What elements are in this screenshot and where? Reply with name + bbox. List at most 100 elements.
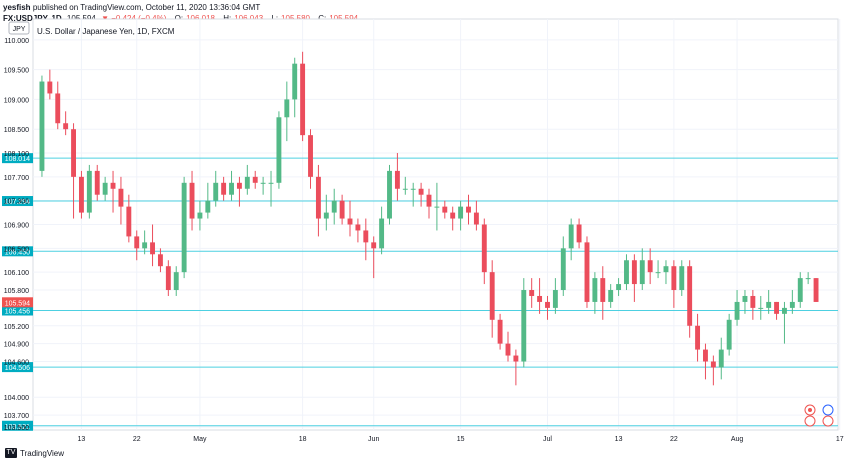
candle-body[interactable] — [402, 188, 408, 190]
candle[interactable] — [363, 218, 369, 261]
candle[interactable] — [47, 69, 53, 100]
candle-body[interactable] — [766, 301, 772, 308]
candle[interactable] — [86, 164, 92, 219]
candle[interactable] — [734, 290, 740, 326]
candle[interactable] — [813, 278, 819, 302]
candle-body[interactable] — [663, 266, 669, 273]
candle-body[interactable] — [639, 260, 645, 285]
candle[interactable] — [513, 349, 519, 386]
candle-body[interactable] — [355, 224, 361, 231]
candle-body[interactable] — [213, 182, 219, 201]
candle[interactable] — [774, 301, 780, 320]
candle[interactable] — [718, 337, 724, 380]
symbol-label[interactable]: FX:USDJPY, 1D — [3, 14, 62, 23]
candle-body[interactable] — [339, 200, 345, 219]
candle[interactable] — [600, 266, 606, 320]
candle[interactable] — [142, 230, 148, 255]
candle-body[interactable] — [774, 301, 780, 314]
candle[interactable] — [560, 236, 566, 296]
candle[interactable] — [710, 355, 716, 386]
candle-body[interactable] — [63, 123, 69, 130]
candle-body[interactable] — [197, 212, 203, 219]
candle[interactable] — [126, 194, 132, 243]
candle-body[interactable] — [181, 182, 187, 273]
candle-body[interactable] — [284, 99, 290, 118]
candle[interactable] — [244, 164, 250, 195]
candle-body[interactable] — [165, 266, 171, 291]
flag-icon[interactable] — [822, 404, 834, 416]
candle-body[interactable] — [173, 272, 179, 291]
candle[interactable] — [426, 188, 432, 219]
candle-body[interactable] — [426, 194, 432, 207]
candle-body[interactable] — [734, 301, 740, 320]
candle-body[interactable] — [560, 248, 566, 291]
candle-body[interactable] — [244, 176, 250, 189]
candle-body[interactable] — [379, 218, 385, 249]
candle[interactable] — [742, 290, 748, 314]
candle-body[interactable] — [110, 182, 116, 189]
candle[interactable] — [608, 284, 614, 308]
flag-icon[interactable] — [822, 415, 834, 427]
candle-body[interactable] — [276, 117, 282, 183]
candle[interactable] — [55, 81, 61, 130]
candle[interactable] — [695, 313, 701, 362]
candle[interactable] — [750, 290, 756, 320]
candle[interactable] — [110, 170, 116, 213]
candle[interactable] — [308, 129, 313, 189]
candle[interactable] — [371, 236, 377, 279]
candle[interactable] — [387, 164, 392, 225]
candle-body[interactable] — [86, 170, 92, 213]
candle-body[interactable] — [300, 63, 306, 136]
candle-body[interactable] — [387, 170, 392, 219]
candle-body[interactable] — [442, 206, 448, 213]
candle[interactable] — [655, 260, 661, 279]
candle-body[interactable] — [647, 260, 653, 273]
horizontal-lines[interactable]: 108.014 107.294 106.450 105.456 104.506 103.5… — [2, 153, 838, 431]
candle-body[interactable] — [671, 266, 677, 291]
candle-body[interactable] — [331, 200, 337, 213]
candle[interactable] — [671, 260, 677, 308]
candle-body[interactable] — [679, 266, 685, 291]
candle[interactable] — [726, 313, 732, 356]
candle[interactable] — [450, 206, 456, 231]
candle-body[interactable] — [521, 290, 527, 362]
candle-body[interactable] — [710, 361, 716, 368]
candle[interactable] — [434, 182, 440, 231]
candle[interactable] — [458, 200, 464, 231]
candle[interactable] — [221, 176, 227, 201]
candle[interactable] — [758, 295, 764, 320]
candle-body[interactable] — [189, 182, 195, 219]
candle-body[interactable] — [308, 135, 313, 177]
candle-body[interactable] — [55, 93, 61, 124]
candle-body[interactable] — [655, 272, 661, 274]
candle[interactable] — [78, 170, 84, 219]
candle-body[interactable] — [78, 176, 84, 213]
candle-body[interactable] — [236, 182, 242, 189]
candle[interactable] — [150, 224, 155, 267]
candle[interactable] — [679, 260, 685, 296]
candle[interactable] — [789, 290, 795, 314]
candle-body[interactable] — [118, 188, 124, 207]
candle[interactable] — [134, 230, 140, 261]
candle[interactable] — [703, 343, 708, 380]
candle[interactable] — [616, 278, 622, 296]
candle[interactable] — [624, 254, 629, 291]
candle-body[interactable] — [481, 224, 487, 273]
candle-body[interactable] — [750, 295, 756, 308]
candle[interactable] — [165, 260, 171, 296]
candle[interactable] — [782, 301, 787, 344]
candle[interactable] — [71, 123, 76, 219]
candle-body[interactable] — [529, 290, 535, 296]
candle[interactable] — [473, 200, 479, 231]
candle[interactable] — [39, 75, 45, 177]
candle[interactable] — [576, 218, 582, 249]
candle-body[interactable] — [150, 242, 155, 255]
candle-body[interactable] — [489, 272, 495, 320]
candle-body[interactable] — [94, 170, 100, 195]
candle[interactable] — [292, 57, 298, 118]
candle-body[interactable] — [545, 301, 550, 308]
candle-body[interactable] — [458, 206, 464, 219]
candle-body[interactable] — [576, 224, 582, 243]
candle[interactable] — [63, 111, 69, 136]
